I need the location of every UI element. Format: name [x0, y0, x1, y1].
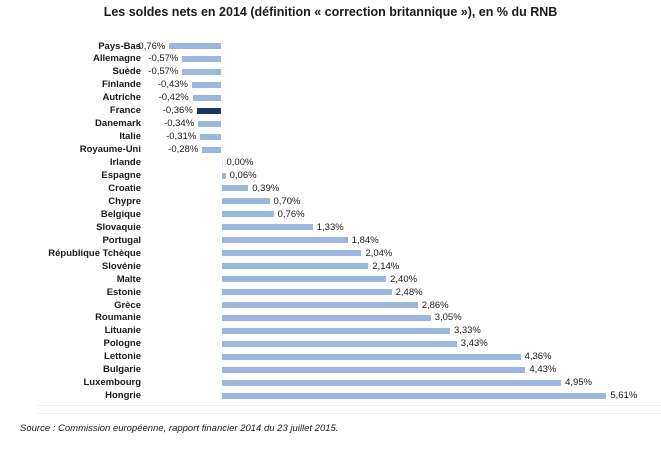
category-label: Allemagne — [92, 53, 141, 65]
category-label: Suède — [112, 66, 141, 78]
source-note: Source : Commission européenne, rapport … — [20, 423, 339, 434]
bar — [221, 185, 249, 192]
category-label: République Tchèque — [48, 247, 141, 259]
category-label: Bulgarie — [102, 364, 141, 376]
value-label: 4,43% — [529, 364, 557, 376]
category-label: Lituanie — [104, 325, 141, 337]
bar — [221, 379, 562, 386]
value-label: -0,28% — [168, 144, 199, 156]
value-label: -0,42% — [158, 92, 189, 104]
value-label: 2,40% — [390, 273, 418, 285]
value-label: 0,00% — [226, 157, 254, 169]
value-label: -0,34% — [164, 118, 195, 130]
bar — [182, 55, 222, 62]
value-label: 2,86% — [421, 299, 449, 311]
category-label: Pays-Bas — [98, 40, 141, 52]
category-label: Belgique — [100, 208, 141, 220]
category-label: Grèce — [114, 299, 141, 311]
value-label: 3,05% — [434, 312, 462, 324]
category-label: Portugal — [102, 234, 141, 246]
value-label: -0,36% — [162, 105, 193, 117]
category-label: Espagne — [101, 170, 141, 181]
category-label: Luxembourg — [83, 377, 141, 389]
divider-line — [38, 405, 661, 406]
category-label: Malte — [116, 273, 141, 285]
bar — [221, 159, 223, 166]
bar — [221, 314, 431, 321]
category-label: Autriche — [102, 92, 141, 104]
value-label: -0,43% — [157, 79, 188, 91]
bar — [221, 327, 450, 334]
bar — [192, 94, 222, 101]
category-label: Croatie — [108, 182, 141, 194]
bar — [221, 172, 226, 179]
category-label: Chypre — [108, 195, 141, 207]
bar — [200, 133, 222, 140]
bar — [221, 340, 457, 347]
bar — [221, 392, 607, 399]
bar — [221, 237, 348, 244]
value-label: 4,95% — [565, 377, 592, 389]
bar — [221, 198, 270, 205]
bar — [169, 43, 222, 49]
bar — [221, 289, 392, 296]
bar — [221, 250, 362, 257]
category-label: Irlande — [109, 157, 141, 169]
bar — [221, 224, 313, 231]
bar — [192, 81, 222, 88]
category-label: Estonie — [106, 286, 141, 298]
value-label: 0,76% — [277, 208, 305, 220]
value-label: 3,43% — [460, 338, 488, 350]
category-label: Royaume-Uni — [79, 144, 141, 156]
value-label: -0,76% — [135, 40, 166, 52]
divider-line — [38, 413, 661, 414]
category-label: Danemark — [95, 118, 141, 130]
category-label: Slovénie — [101, 260, 141, 272]
bar — [221, 366, 526, 373]
value-label: -0,57% — [148, 66, 179, 78]
value-label: 4,36% — [524, 351, 552, 363]
value-label: 0,06% — [229, 170, 257, 181]
category-label: Italie — [119, 131, 141, 143]
value-label: 1,84% — [351, 234, 379, 246]
bar — [202, 146, 222, 153]
bar — [198, 120, 222, 127]
value-label: 0,39% — [252, 182, 280, 194]
value-label: -0,31% — [166, 131, 197, 143]
bar — [221, 263, 369, 270]
bar — [221, 211, 274, 218]
value-label: -0,57% — [148, 53, 179, 65]
category-label: Roumanie — [95, 312, 141, 324]
category-label: Finlande — [101, 79, 141, 91]
bar — [221, 276, 387, 283]
category-label: Hongrie — [105, 390, 141, 402]
category-label: Lettonie — [104, 351, 141, 363]
bar — [182, 68, 222, 75]
category-label: Slovaquie — [96, 221, 141, 233]
category-label: Pologne — [103, 338, 141, 350]
value-label: 2,14% — [372, 260, 400, 272]
bar — [221, 353, 521, 360]
value-label: 0,70% — [273, 195, 301, 207]
value-label: 1,33% — [316, 221, 344, 233]
category-label: France — [109, 105, 141, 117]
bar-highlighted — [196, 107, 222, 114]
value-label: 5,61% — [610, 390, 638, 402]
value-label: 3,33% — [453, 325, 481, 337]
value-label: 2,48% — [395, 286, 423, 298]
chart-title: Les soldes nets en 2014 (définition « co… — [103, 5, 558, 19]
value-label: 2,04% — [365, 247, 393, 259]
bar — [221, 302, 418, 308]
